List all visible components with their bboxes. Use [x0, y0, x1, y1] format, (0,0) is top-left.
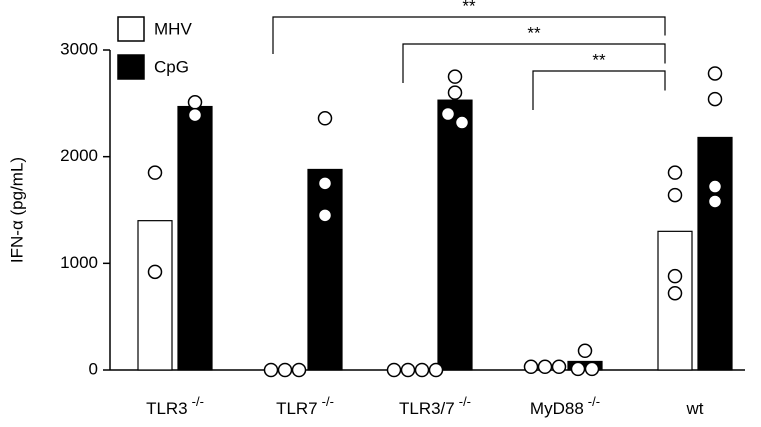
x-tick-label: TLR3 -/-	[146, 394, 204, 418]
category-name: TLR7	[276, 399, 318, 418]
bar	[437, 99, 473, 371]
data-point	[187, 107, 203, 123]
y-tick-label: 3000	[60, 39, 98, 58]
data-point	[277, 362, 293, 378]
category-superscript: -/-	[192, 394, 204, 409]
data-point	[317, 111, 333, 126]
data-point	[707, 194, 723, 209]
data-point	[667, 268, 683, 284]
data-point	[147, 165, 163, 180]
data-point	[187, 95, 203, 110]
category-superscript: -/-	[588, 394, 600, 409]
bar	[177, 105, 213, 371]
data-point	[147, 264, 163, 280]
data-point	[317, 176, 333, 191]
x-tick-label: TLR3/7 -/-	[399, 394, 471, 418]
category-name: MyD88	[530, 399, 584, 418]
data-point	[523, 359, 539, 375]
data-point	[584, 361, 600, 377]
data-point	[537, 359, 553, 375]
data-point	[551, 359, 567, 375]
significance-label: **	[527, 23, 541, 42]
bar	[657, 230, 693, 371]
significance-bracket	[532, 70, 666, 110]
category-name: TLR3/7	[399, 399, 455, 418]
data-point	[667, 187, 683, 203]
data-point	[707, 179, 723, 194]
data-point	[428, 362, 444, 378]
category-superscript: -/-	[459, 394, 471, 409]
x-tick-label: MyD88 -/-	[530, 394, 600, 418]
y-tick-label: 2000	[60, 146, 98, 165]
data-point	[263, 362, 279, 378]
data-point	[414, 362, 430, 378]
y-tick-label: 1000	[60, 253, 98, 272]
x-tick-label: wt	[686, 399, 704, 418]
data-point	[570, 361, 586, 377]
category-name: TLR3	[146, 399, 188, 418]
legend-label: CpG	[154, 57, 189, 76]
data-point	[454, 115, 470, 130]
data-point	[667, 165, 683, 180]
category-superscript: -/-	[322, 394, 334, 409]
y-axis-label: IFN-α (pg/mL)	[7, 157, 26, 263]
significance-label: **	[592, 50, 606, 69]
legend-label: MHV	[154, 19, 192, 38]
data-point	[447, 69, 463, 84]
bar	[697, 136, 733, 371]
category-name: wt	[686, 399, 704, 418]
significance-bracket	[272, 16, 666, 54]
data-point	[447, 85, 463, 100]
data-point	[317, 208, 333, 223]
bar	[307, 168, 343, 371]
data-point	[291, 362, 307, 378]
x-tick-label: TLR7 -/-	[276, 394, 334, 418]
legend-swatch	[117, 16, 145, 42]
legend-swatch	[117, 54, 145, 80]
y-tick-label: 0	[89, 359, 98, 378]
data-point	[707, 66, 723, 81]
significance-bracket	[402, 43, 666, 83]
significance-label: **	[462, 0, 476, 15]
data-point	[707, 91, 723, 107]
data-point	[667, 285, 683, 301]
data-point	[577, 343, 593, 359]
bar	[137, 220, 173, 371]
data-point	[400, 362, 416, 378]
data-point	[386, 362, 402, 378]
data-point	[440, 106, 456, 122]
